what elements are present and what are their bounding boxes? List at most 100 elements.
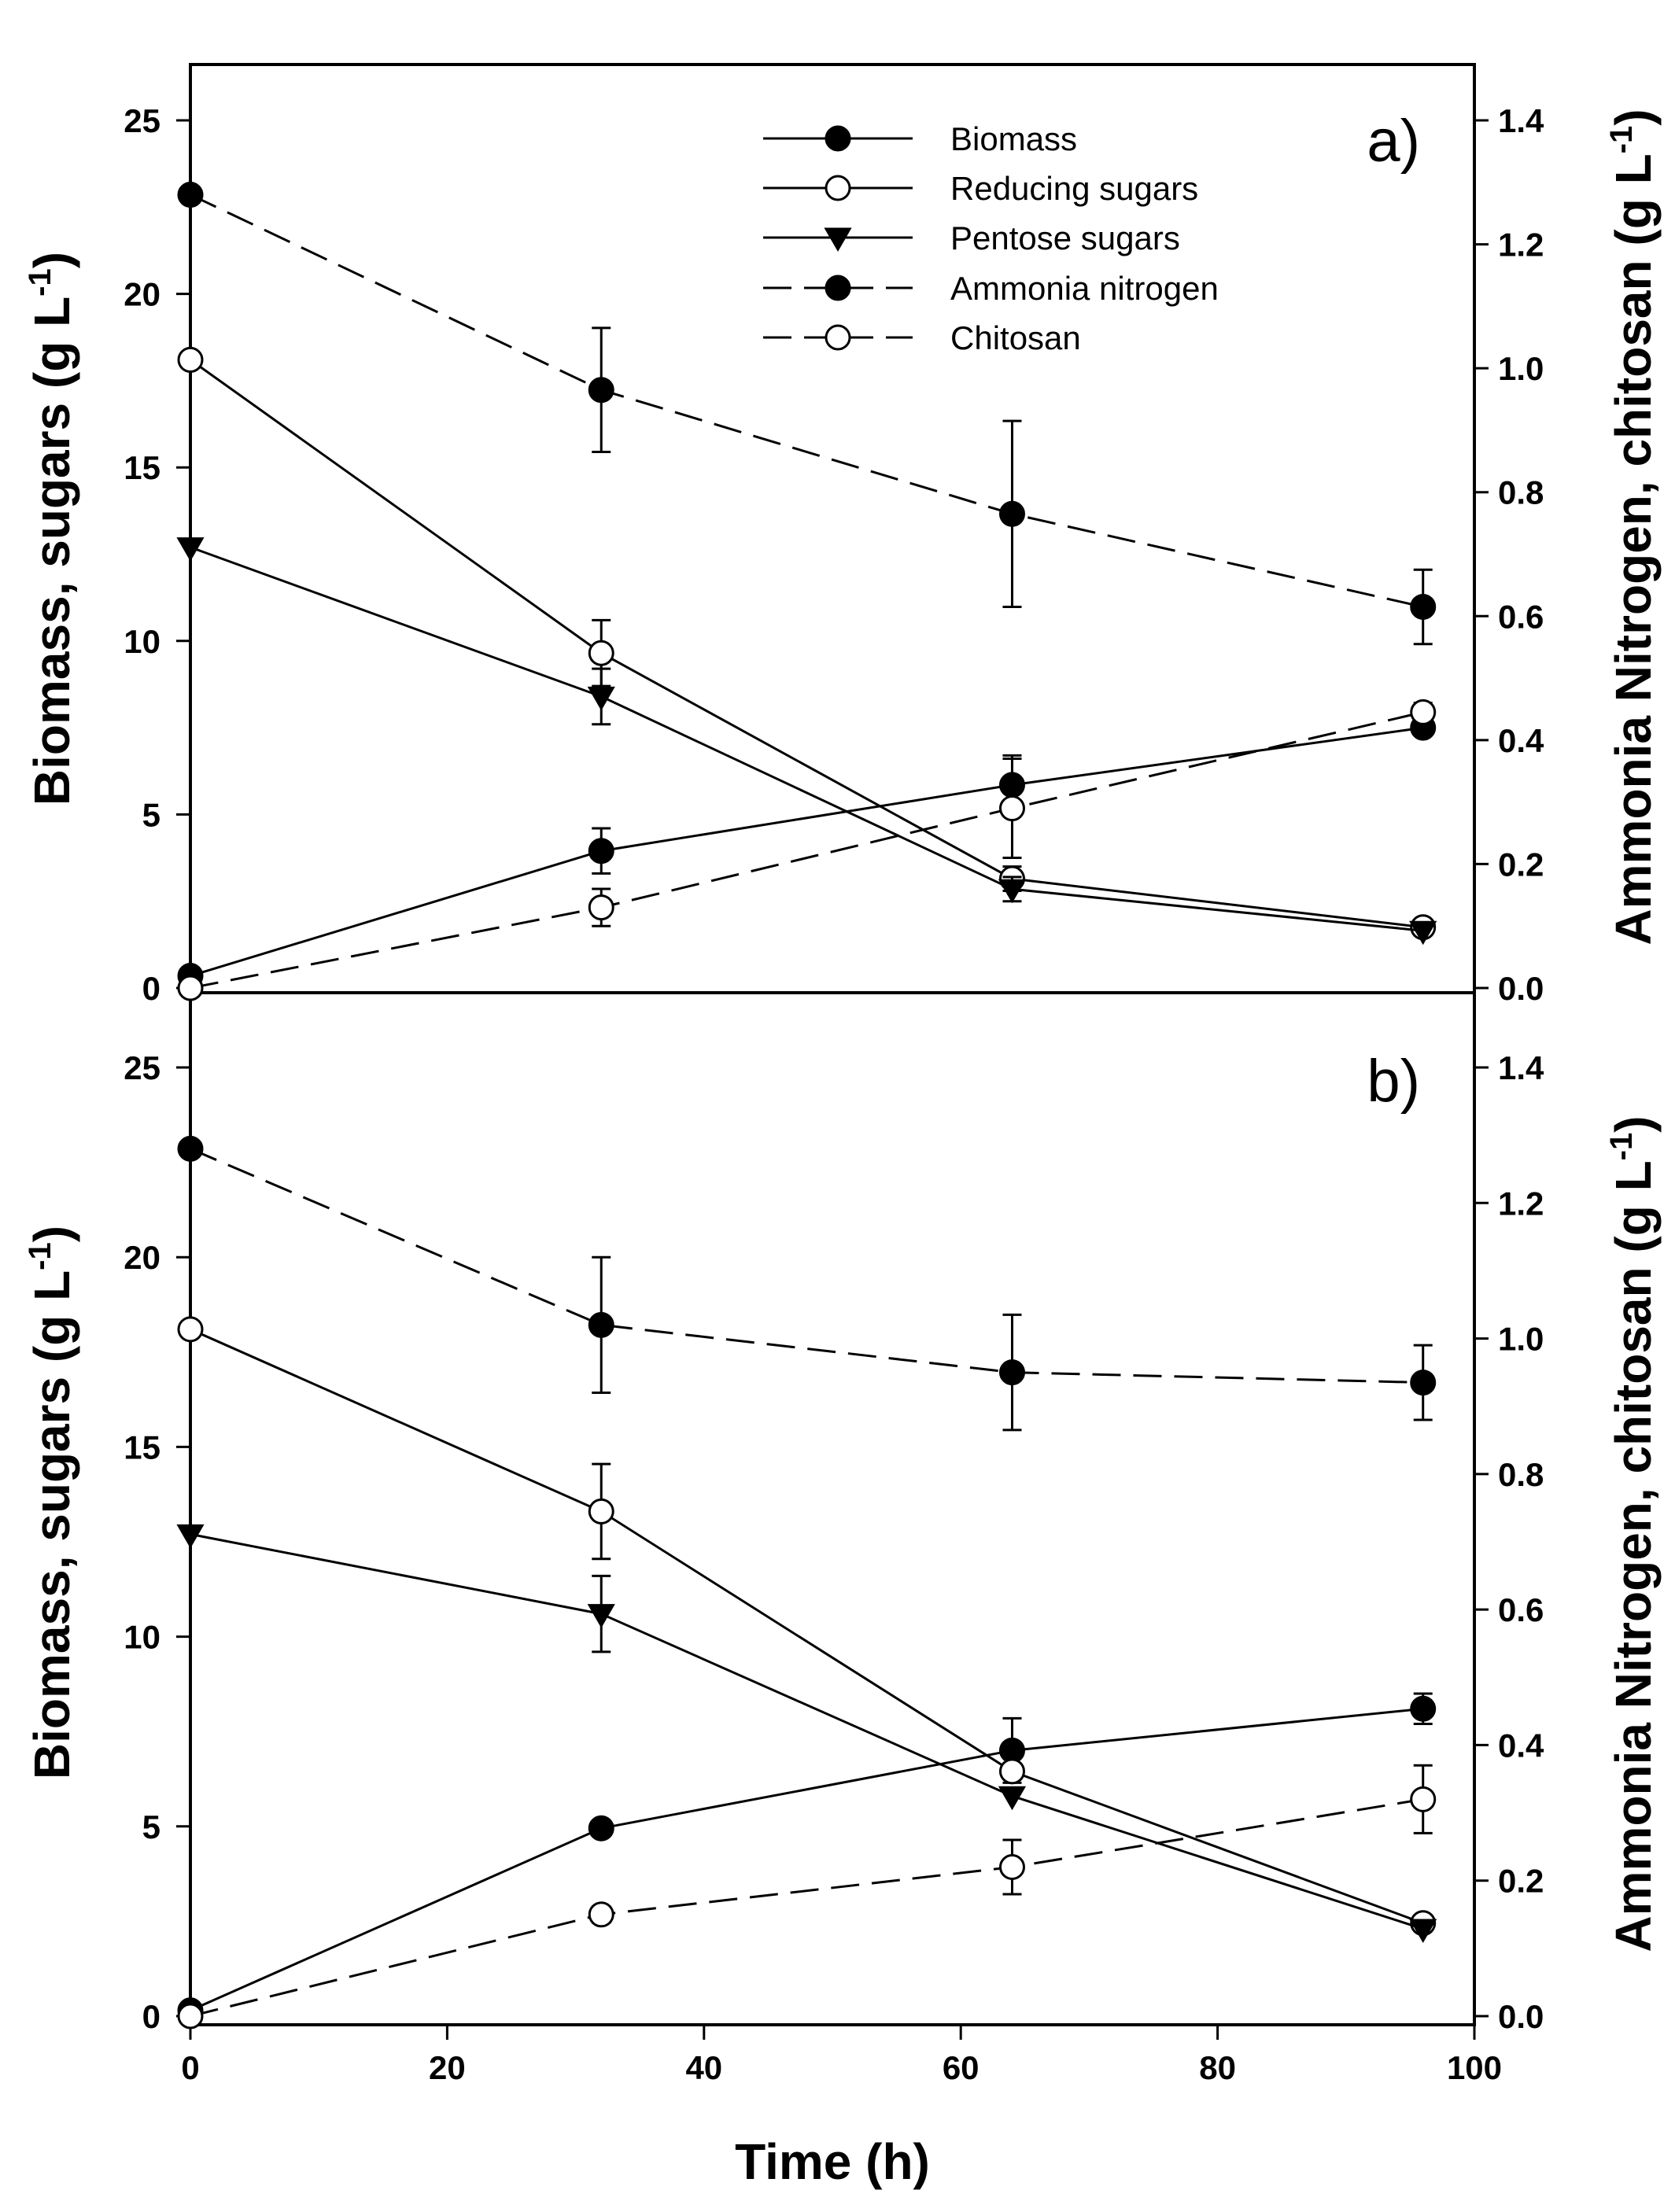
y-axis-left-title-a: Biomass, sugars (g L-1) (23, 252, 80, 806)
x-tick-label-0: 0 (181, 2049, 199, 2086)
right-tick-label-b-1: 0.2 (1498, 1863, 1544, 1900)
left-tick-label-a-3: 15 (124, 449, 160, 486)
series-chitosan-a (177, 699, 1437, 1001)
point-ammonia-nitrogen-b-1 (588, 1311, 614, 1338)
series-line-biomass-a (190, 726, 1423, 977)
point-chitosan-a-2 (998, 795, 1025, 822)
right-tick-label-b-6: 1.2 (1498, 1185, 1544, 1222)
right-tick-label-a-1: 0.2 (1498, 846, 1544, 883)
right-tick-label-a-7: 1.4 (1498, 102, 1544, 139)
axes-layer: 0 5 10 15 20 25 0.0 0.2 0.4 0.6 0.8 1.0 1.2 1.4 0 5 10 15… (124, 102, 1544, 2086)
point-reducing-sugars-b-0 (177, 1316, 204, 1343)
right-tick-label-a-6: 1.2 (1498, 227, 1544, 264)
x-tick-label-4: 80 (1199, 2049, 1236, 2086)
series-ammonia-nitrogen-b (177, 1135, 1437, 1432)
point-ammonia-nitrogen-a-3 (1410, 593, 1437, 620)
series-line-ammonia-nitrogen-a (190, 194, 1424, 608)
left-tick-label-b-3: 15 (124, 1429, 160, 1465)
point-ammonia-nitrogen-a-0 (177, 182, 204, 208)
left-tick-label-b-4: 20 (124, 1239, 160, 1276)
left-tick-label-a-0: 0 (142, 970, 160, 1007)
panel-a: a) (189, 63, 1476, 994)
panel-label-a: a) (1367, 108, 1420, 175)
legend-item-biomass: Biomass (763, 120, 1077, 157)
point-ammonia-nitrogen-b-0 (177, 1135, 204, 1162)
legend-label-biomass: Biomass (950, 120, 1077, 157)
point-ammonia-nitrogen-a-1 (588, 377, 614, 404)
point-biomass-a-1 (588, 838, 614, 865)
point-ammonia-nitrogen-b-3 (1410, 1370, 1437, 1396)
series-line-ammonia-nitrogen-b (190, 1147, 1423, 1384)
legend-item-ammonia-nitrogen: Ammonia nitrogen (763, 270, 1219, 307)
left-tick-label-b-1: 5 (142, 1808, 160, 1845)
right-tick-label-a-4: 0.8 (1498, 474, 1544, 511)
series-line-biomass-b (190, 1707, 1423, 2012)
plot-frame-a (189, 63, 1476, 994)
point-ammonia-nitrogen-a-2 (998, 500, 1025, 527)
left-tick-label-a-5: 25 (124, 102, 160, 139)
point-chitosan-b-3 (1410, 1786, 1437, 1812)
right-tick-label-a-2: 0.4 (1498, 722, 1544, 759)
series-biomass-a (177, 714, 1437, 990)
point-chitosan-b-0 (177, 2003, 204, 2030)
x-tick-label-5: 100 (1447, 2049, 1502, 2086)
point-chitosan-b-1 (588, 1901, 614, 1928)
panel-b: b) (189, 991, 1476, 2026)
legend-marker-biomass (825, 125, 851, 152)
point-biomass-b-3 (1410, 1695, 1437, 1722)
point-reducing-sugars-a-1 (588, 640, 614, 666)
x-tick-label-3: 60 (943, 2049, 980, 2086)
legend-label-pentose-sugars: Pentose sugars (950, 219, 1180, 256)
legend-item-reducing-sugars: Reducing sugars (763, 170, 1198, 207)
point-pentose-sugars-a-1 (587, 686, 615, 711)
point-pentose-sugars-a-0 (176, 537, 205, 562)
series-pentose-sugars-b (176, 1524, 1437, 1944)
x-axis-title: Time (h) (735, 2133, 930, 2190)
point-reducing-sugars-b-1 (588, 1498, 614, 1524)
right-tick-label-b-5: 1.0 (1498, 1321, 1544, 1358)
point-pentose-sugars-a-3 (1409, 920, 1437, 946)
x-tick-label-2: 40 (685, 2049, 722, 2086)
legend: Biomass Reducing sugars Pentose sugars A… (763, 120, 1219, 356)
series-chitosan-b (177, 1764, 1437, 2030)
point-pentose-sugars-a-2 (998, 879, 1027, 904)
legend-marker-chitosan (825, 324, 851, 351)
series-line-reducing-sugars-a (190, 359, 1423, 929)
legend-marker-reducing-sugars (825, 175, 851, 201)
legend-item-pentose-sugars: Pentose sugars (763, 219, 1180, 256)
x-tick-label-1: 20 (429, 2049, 466, 2086)
y-axis-left-title-b: Biomass, sugars (g L-1) (23, 1226, 80, 1779)
left-tick-label-a-2: 10 (124, 623, 160, 660)
legend-label-chitosan: Chitosan (950, 319, 1081, 356)
axes-a: 0 5 10 15 20 25 0.0 0.2 0.4 0.6 0.8 1.0 1.2 1.4 (124, 102, 1544, 1007)
series-layer (176, 182, 1437, 2030)
right-tick-label-a-0: 0.0 (1498, 970, 1544, 1007)
point-biomass-b-1 (588, 1815, 614, 1841)
point-pentose-sugars-b-2 (998, 1786, 1027, 1811)
series-reducing-sugars-a (177, 346, 1437, 941)
right-tick-label-a-3: 0.6 (1498, 598, 1544, 635)
point-ammonia-nitrogen-b-2 (998, 1359, 1025, 1386)
point-chitosan-b-2 (998, 1853, 1025, 1880)
left-tick-label-b-2: 10 (124, 1619, 160, 1656)
y-axis-right-title-a: Ammonia Nitrogen, chitosan (g L-1) (1604, 109, 1662, 945)
point-chitosan-a-0 (177, 975, 204, 1001)
point-pentose-sugars-b-3 (1409, 1919, 1437, 1944)
legend-label-reducing-sugars: Reducing sugars (950, 170, 1198, 207)
right-tick-label-b-0: 0.0 (1498, 1998, 1544, 2035)
legend-item-chitosan: Chitosan (763, 319, 1081, 356)
point-chitosan-a-3 (1410, 699, 1437, 725)
plot-frame-b (189, 991, 1476, 2026)
right-tick-label-a-5: 1.0 (1498, 350, 1544, 387)
panel-label-b: b) (1367, 1048, 1420, 1115)
right-tick-label-b-2: 0.4 (1498, 1727, 1544, 1764)
point-pentose-sugars-b-0 (176, 1524, 205, 1549)
legend-label-ammonia-nitrogen: Ammonia nitrogen (950, 270, 1219, 307)
right-tick-label-b-4: 0.8 (1498, 1456, 1544, 1493)
legend-marker-ammonia-nitrogen (825, 275, 851, 301)
series-line-reducing-sugars-b (190, 1328, 1424, 1925)
series-ammonia-nitrogen-a (177, 182, 1437, 646)
series-line-pentose-sugars-b (190, 1532, 1424, 1930)
left-tick-label-b-0: 0 (142, 1998, 160, 2035)
